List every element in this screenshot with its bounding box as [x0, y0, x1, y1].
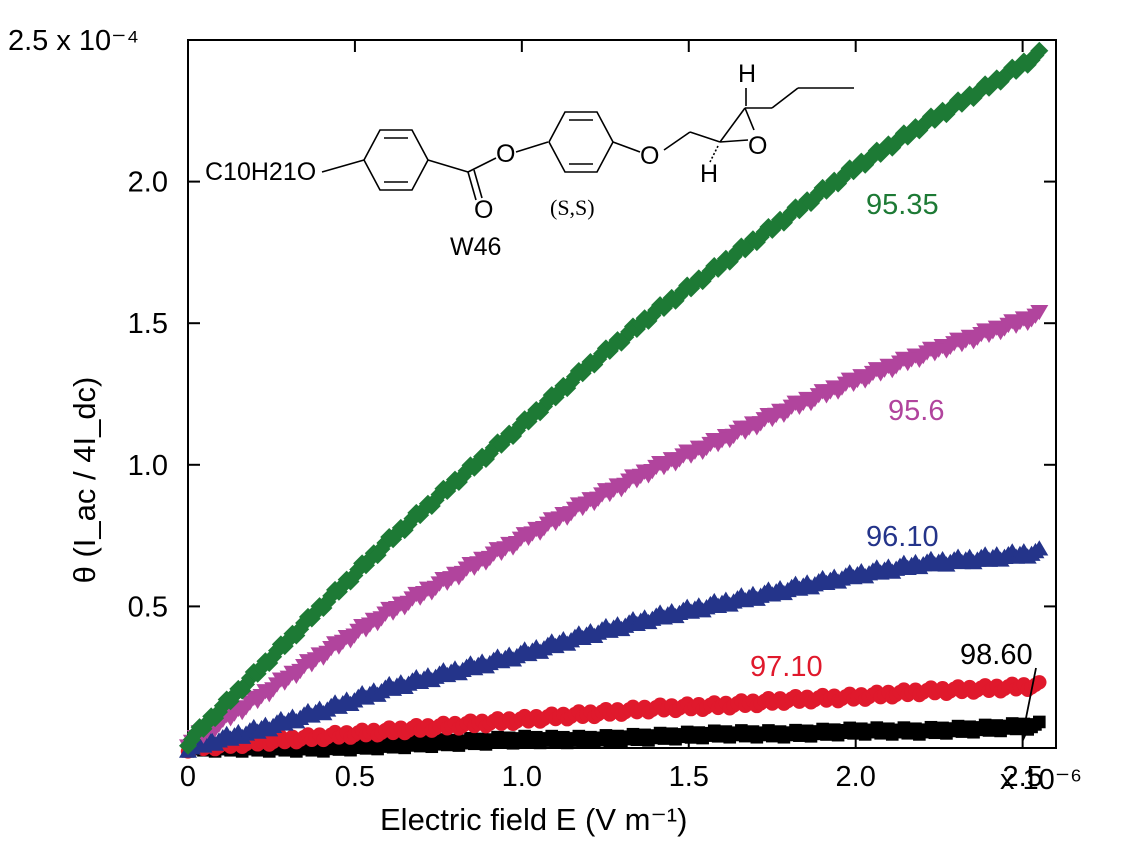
benzene-ring-2: [548, 111, 614, 173]
bond-carbonyl-o: [467, 157, 497, 173]
stereo-label: (S,S): [550, 195, 595, 220]
series-label-98-60: 98.60: [960, 639, 1033, 671]
data-point: [1030, 540, 1049, 556]
annotation-arrowhead-98-60: [1020, 727, 1029, 742]
series-label-95-35: 95.35: [866, 189, 939, 221]
data-point: [1030, 305, 1049, 321]
data-point: [240, 669, 259, 688]
x-tick-label: 1.0: [502, 761, 542, 793]
bond-ch2-epoxide: [689, 131, 721, 143]
series-98-60: [181, 715, 1046, 758]
epoxide-h-top: H: [738, 60, 756, 88]
chain-2: [771, 87, 799, 109]
epoxide-h-bottom: H: [700, 160, 718, 188]
x-axis-title: Electric field E (V m⁻¹): [380, 802, 687, 837]
axis-ticks: [187, 40, 1056, 748]
ether-oxygen: O: [640, 142, 659, 170]
bond-ring2-o: [612, 141, 641, 153]
x-tick-label: 2.0: [836, 761, 876, 793]
annotation-arrow-98-60: [1023, 667, 1037, 729]
bond-h-bottom: [709, 145, 719, 163]
y-tick-label: 0.5: [128, 591, 168, 623]
series-layer: [179, 41, 1049, 759]
data-point: [1030, 41, 1049, 60]
bond-o-ch2: [663, 131, 691, 151]
series-96-10: [179, 540, 1049, 758]
data-point: [1033, 715, 1046, 729]
bond-carbonyl-double: [467, 171, 477, 201]
molecule-structure: C10H21O O O (S,S) O O H H W46: [205, 60, 854, 261]
y-multiplier: 2.5 x 10⁻⁴: [8, 25, 139, 57]
epoxide-oxygen: O: [748, 132, 767, 160]
series-label-97-10: 97.10: [750, 651, 823, 683]
bond-carbonyl-double-2: [473, 169, 483, 199]
y-tick-label: 1.0: [128, 450, 168, 482]
x-tick-labels: 0 0.5 1.0 1.5 2.0 2.5: [180, 761, 1043, 793]
epoxide-co-2: [744, 107, 755, 131]
bond-o-ring2: [515, 141, 549, 153]
y-axis-title: θ (I_ac / 4I_dc): [67, 377, 102, 584]
x-multiplier: x 10⁻⁶: [1000, 764, 1082, 796]
series-label-96-10: 96.10: [866, 521, 939, 553]
bond-ring1-carbonyl: [427, 159, 469, 173]
bond-o-ring1: [321, 159, 365, 173]
epoxide-cc: [719, 107, 746, 143]
epoxide-co-1: [719, 139, 749, 143]
molecule-formula-prefix: C10H21O: [205, 158, 316, 186]
y-tick-label: 2.0: [128, 167, 168, 199]
plot-frame: [187, 39, 1057, 749]
y-tick-labels: 0.5 1.0 1.5 2.0: [128, 167, 168, 624]
series-label-95-6: 95.6: [888, 395, 944, 427]
data-point: [1032, 675, 1047, 690]
molecule-name: W46: [450, 233, 501, 261]
x-tick-label: 1.5: [669, 761, 709, 793]
ester-oxygen: O: [496, 140, 515, 168]
benzene-ring-1: [363, 129, 429, 191]
series-95-35: [179, 41, 1049, 755]
carbonyl-oxygen: O: [474, 196, 493, 224]
x-tick-label: 0.5: [335, 761, 375, 793]
series-95-6: [179, 305, 1049, 755]
data-point: [411, 506, 430, 525]
y-tick-label: 1.5: [128, 308, 168, 340]
x-tick-label: 0: [180, 761, 196, 793]
x-tick-label: 2.5: [1002, 761, 1042, 793]
